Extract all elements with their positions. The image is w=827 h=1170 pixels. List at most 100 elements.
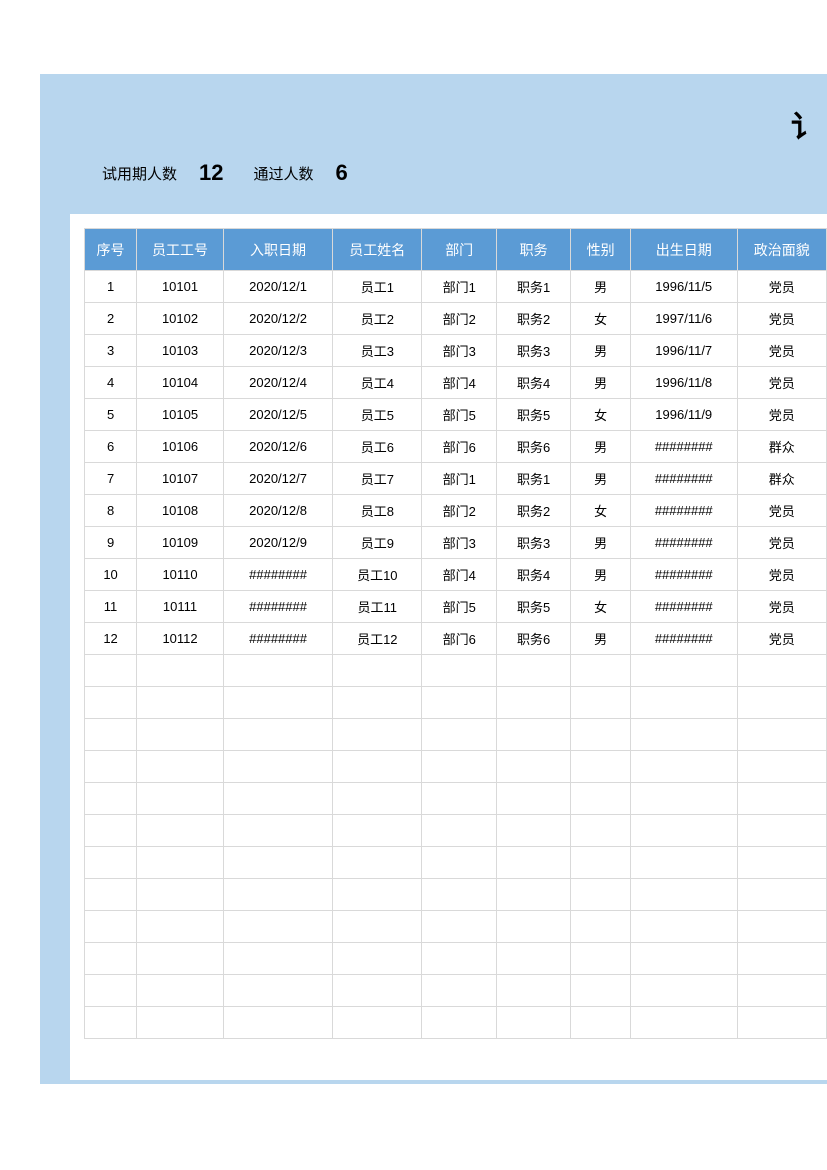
table-cell-empty (630, 975, 737, 1007)
table-cell-empty (85, 719, 137, 751)
table-cell: 党员 (737, 623, 826, 655)
table-cell: 员工4 (333, 367, 422, 399)
table-container: 序号员工工号入职日期员工姓名部门职务性别出生日期政治面貌 1101012020/… (70, 214, 827, 1080)
table-row-empty (85, 783, 827, 815)
table-cell: 部门3 (422, 527, 496, 559)
table-cell: 男 (571, 623, 631, 655)
table-cell: 10105 (137, 399, 224, 431)
table-cell: 党员 (737, 527, 826, 559)
table-cell: 10108 (137, 495, 224, 527)
table-cell-empty (737, 751, 826, 783)
table-cell: 党员 (737, 591, 826, 623)
table-cell: 男 (571, 559, 631, 591)
table-row-empty (85, 847, 827, 879)
table-cell-empty (630, 911, 737, 943)
table-cell-empty (85, 687, 137, 719)
table-cell-empty (496, 815, 570, 847)
table-cell-empty (333, 1007, 422, 1039)
table-cell: 10107 (137, 463, 224, 495)
table-cell: 7 (85, 463, 137, 495)
table-cell-empty (571, 687, 631, 719)
table-cell-empty (422, 879, 496, 911)
table-cell: ######## (630, 623, 737, 655)
table-cell-empty (223, 655, 332, 687)
table-cell: 员工2 (333, 303, 422, 335)
table-cell: 职务1 (496, 463, 570, 495)
table-cell: 职务6 (496, 431, 570, 463)
table-cell-empty (422, 719, 496, 751)
table-header-cell: 出生日期 (630, 229, 737, 271)
table-cell-empty (630, 879, 737, 911)
table-cell: 10104 (137, 367, 224, 399)
table-cell: 部门1 (422, 463, 496, 495)
trial-value: 12 (199, 160, 223, 186)
table-cell: 部门3 (422, 335, 496, 367)
table-cell: ######## (630, 591, 737, 623)
table-cell-empty (333, 943, 422, 975)
table-cell: 1996/11/9 (630, 399, 737, 431)
table-cell: 4 (85, 367, 137, 399)
table-cell: 职务4 (496, 559, 570, 591)
table-row: 3101032020/12/3员工3部门3职务3男1996/11/7党员 (85, 335, 827, 367)
table-cell-empty (223, 847, 332, 879)
table-cell-empty (137, 783, 224, 815)
table-cell-empty (422, 1007, 496, 1039)
table-cell-empty (333, 655, 422, 687)
table-cell-empty (85, 783, 137, 815)
table-cell: 2020/12/7 (223, 463, 332, 495)
table-cell-empty (137, 943, 224, 975)
table-cell: 10111 (137, 591, 224, 623)
table-cell: 职务6 (496, 623, 570, 655)
table-cell: 职务3 (496, 527, 570, 559)
table-cell: 部门6 (422, 623, 496, 655)
table-cell: 6 (85, 431, 137, 463)
table-cell-empty (496, 751, 570, 783)
employee-table: 序号员工工号入职日期员工姓名部门职务性别出生日期政治面貌 1101012020/… (84, 228, 827, 1039)
table-cell: 2020/12/4 (223, 367, 332, 399)
table-cell: ######## (630, 527, 737, 559)
stats-row: 试用期人数 12 通过人数 6 (102, 160, 370, 186)
table-cell-empty (422, 911, 496, 943)
table-cell: 群众 (737, 463, 826, 495)
table-row: 6101062020/12/6员工6部门6职务6男########群众 (85, 431, 827, 463)
table-cell-empty (496, 943, 570, 975)
table-cell-empty (571, 975, 631, 1007)
table-cell-empty (137, 911, 224, 943)
table-cell-empty (737, 847, 826, 879)
table-cell: 职务5 (496, 399, 570, 431)
table-cell-empty (737, 911, 826, 943)
table-cell: 部门4 (422, 367, 496, 399)
table-cell-empty (496, 879, 570, 911)
table-cell-empty (737, 655, 826, 687)
table-cell: 员工11 (333, 591, 422, 623)
table-cell-empty (737, 943, 826, 975)
trial-label: 试用期人数 (102, 163, 177, 184)
table-cell-empty (333, 911, 422, 943)
table-cell: 1997/11/6 (630, 303, 737, 335)
table-cell-empty (137, 1007, 224, 1039)
table-cell: 1 (85, 271, 137, 303)
table-cell-empty (137, 815, 224, 847)
table-cell-empty (422, 655, 496, 687)
table-body: 1101012020/12/1员工1部门1职务1男1996/11/5党员2101… (85, 271, 827, 1039)
table-cell-empty (496, 911, 570, 943)
table-cell-empty (223, 911, 332, 943)
table-cell: 部门5 (422, 591, 496, 623)
table-cell: ######## (630, 431, 737, 463)
table-cell: 女 (571, 399, 631, 431)
table-cell: 12 (85, 623, 137, 655)
table-cell: 党员 (737, 399, 826, 431)
table-cell-empty (496, 975, 570, 1007)
table-cell-empty (737, 815, 826, 847)
table-cell-empty (333, 815, 422, 847)
table-row: 4101042020/12/4员工4部门4职务4男1996/11/8党员 (85, 367, 827, 399)
table-row: 9101092020/12/9员工9部门3职务3男########党员 (85, 527, 827, 559)
table-cell: 男 (571, 463, 631, 495)
table-cell-empty (496, 1007, 570, 1039)
table-cell: 10106 (137, 431, 224, 463)
table-cell-empty (137, 751, 224, 783)
table-cell: 党员 (737, 559, 826, 591)
table-row-empty (85, 751, 827, 783)
table-cell-empty (422, 975, 496, 1007)
table-cell-empty (223, 687, 332, 719)
